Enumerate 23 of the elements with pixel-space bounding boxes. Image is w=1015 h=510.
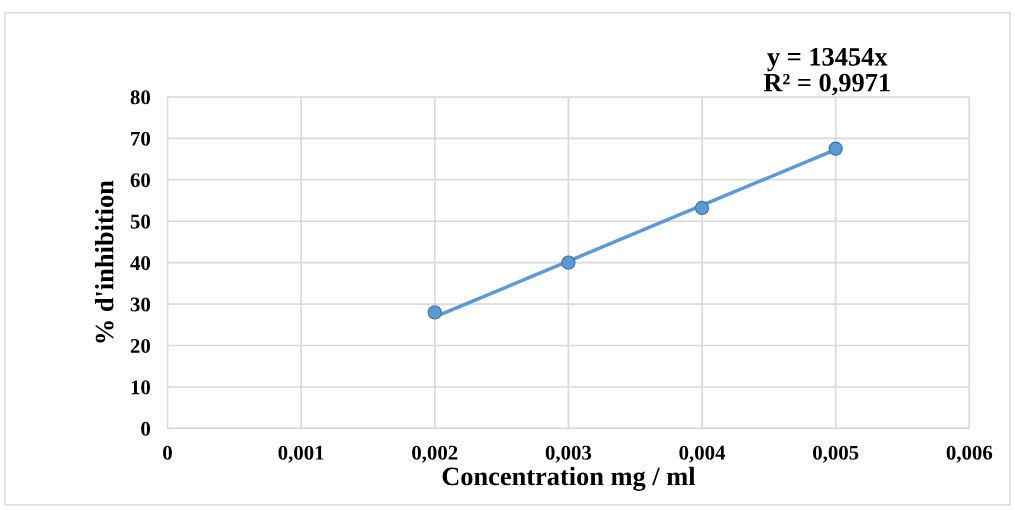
text: y = 13454x R² = 0,9971 xyxy=(763,47,890,96)
y-tick-label: 30 xyxy=(130,297,151,312)
x-tick-label: 0,006 xyxy=(946,445,993,463)
y-tick-label: 40 xyxy=(130,256,151,271)
point xyxy=(828,141,843,156)
y-tick-label: 60 xyxy=(130,173,151,188)
y-axis-title: % d'inhibition xyxy=(94,180,114,343)
y-tick-label: 50 xyxy=(130,214,151,229)
x-tick-label: 0,003 xyxy=(545,445,592,463)
y-tick-label: 10 xyxy=(131,380,151,395)
y-tick-label: 0 xyxy=(141,421,151,436)
y-tick-label: 20 xyxy=(130,338,151,353)
x-tick-label: 0,004 xyxy=(679,445,726,463)
x-tick-label: 0,002 xyxy=(412,445,458,463)
y-tick-label: 70 xyxy=(131,131,151,146)
point xyxy=(694,200,710,216)
x-axis-title: Concentration mg / ml xyxy=(442,466,696,491)
point xyxy=(427,305,442,320)
point xyxy=(561,255,576,270)
x-tick-label: 0,001 xyxy=(278,445,324,463)
y-tick-label: 80 xyxy=(130,90,151,105)
x-tick-label: 0,005 xyxy=(813,445,859,463)
x-tick-label: 0 xyxy=(163,445,172,460)
